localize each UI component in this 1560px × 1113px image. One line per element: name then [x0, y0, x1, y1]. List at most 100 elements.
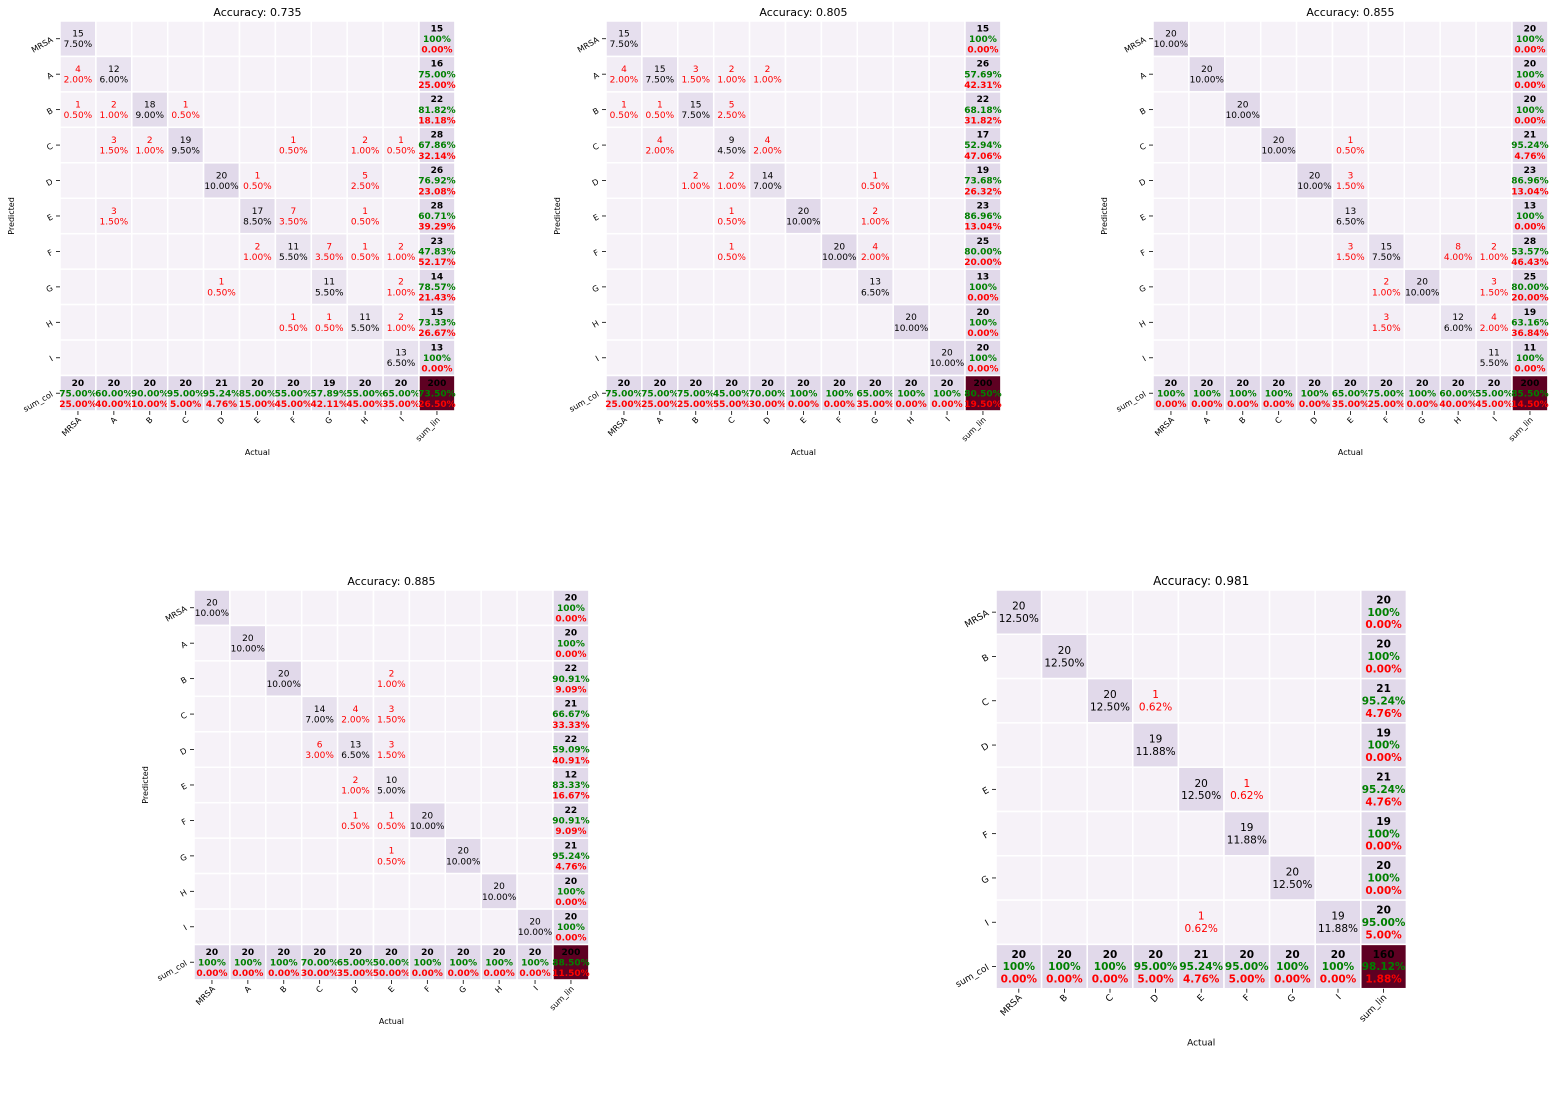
heatmap-cell: [1439, 55, 1477, 93]
cell-label: 13: [1345, 207, 1356, 217]
y-tick-label: sum_col: [22, 390, 55, 414]
heatmap-cell: [444, 872, 482, 910]
heatmap-cell: [1268, 722, 1316, 768]
cell-label: 100%: [969, 35, 997, 45]
cell-label: 100%: [423, 35, 451, 45]
cell-label: 11: [324, 278, 335, 288]
cell-label: 19: [1376, 816, 1391, 828]
cell-label: 20: [1286, 866, 1299, 878]
cell-label: 15: [1381, 242, 1392, 252]
heatmap-cell: [1259, 268, 1298, 306]
heatmap-cell: [784, 55, 823, 93]
heatmap-cell: [274, 126, 313, 164]
cell-label: 0.50%: [377, 857, 406, 867]
cell-label: 0.00%: [1365, 841, 1402, 853]
cell-label: 0.50%: [351, 253, 380, 263]
heatmap-cell: [274, 20, 313, 58]
heatmap-cell: [382, 232, 420, 270]
cell-label: 86.96%: [1511, 177, 1549, 187]
cell-label: 45.00%: [713, 389, 751, 399]
cell-label: 95.00%: [1225, 961, 1269, 973]
cell-label: 23: [1524, 166, 1537, 176]
heatmap-cell: [1403, 126, 1441, 164]
heatmap-cell: [1224, 268, 1262, 306]
cell-label: 20: [457, 948, 470, 958]
heatmap-cell: [784, 126, 823, 164]
x-tick-label: I: [1335, 993, 1344, 1002]
x-tick-label: G: [457, 984, 468, 995]
cell-label: 20: [1308, 379, 1321, 389]
heatmap-cell: [372, 837, 411, 875]
cell-label: 22: [565, 806, 578, 816]
cell-label: 0.00%: [1155, 400, 1186, 410]
cell-label: 0.00%: [1320, 974, 1357, 986]
cell-label: 39.29%: [418, 223, 456, 233]
cell-label: 2: [389, 669, 395, 679]
heatmap-cell: [1367, 374, 1406, 412]
heatmap-cell: [1177, 633, 1225, 680]
cell-label: 10.00%: [446, 857, 481, 867]
y-tick-label: D: [1138, 177, 1148, 188]
heatmap-cell: [444, 801, 482, 839]
heatmap-cell: [605, 55, 643, 93]
heatmap-cell: [166, 339, 205, 377]
heatmap-cell: [1403, 232, 1441, 270]
heatmap-cell: [1086, 899, 1134, 946]
heatmap-cell: [784, 232, 823, 270]
x-axis-label: Actual: [1338, 448, 1363, 457]
cell-label: 2.50%: [351, 182, 380, 192]
cell-label: 45.00%: [1475, 400, 1513, 410]
cell-label: 100%: [449, 958, 477, 968]
heatmap-cell: [1040, 943, 1088, 990]
cell-label: 1.50%: [1372, 324, 1401, 334]
cell-label: 6.00%: [100, 76, 129, 86]
cell-label: 20: [529, 918, 541, 928]
cell-label: 60.71%: [418, 212, 456, 222]
heatmap-cell: [928, 232, 966, 270]
cell-label: 1: [1198, 911, 1205, 923]
cell-label: 0.00%: [1274, 974, 1311, 986]
cell-label: 1.00%: [717, 182, 746, 192]
heatmap-cell: [1367, 162, 1406, 200]
heatmap-cell: [408, 589, 447, 627]
heatmap-cell: [408, 801, 447, 839]
x-tick-label: MRSA: [1153, 415, 1176, 438]
x-tick-label: MRSA: [194, 984, 217, 1007]
heatmap-cell: [131, 339, 169, 377]
cell-label: 3: [1491, 278, 1497, 288]
cell-label: 200: [1521, 379, 1540, 389]
confusion-matrix-panel-4: Accuracy: 0.8852010.00%20100%0.00%2010.0…: [141, 575, 590, 1026]
heatmap-cell: [748, 197, 787, 235]
cell-label: 4.76%: [206, 400, 237, 410]
heatmap-cell: [552, 624, 590, 662]
heatmap-cell: [1314, 589, 1362, 636]
cell-label: 59.09%: [552, 746, 590, 756]
cell-label: 0.50%: [171, 111, 200, 121]
heatmap-cell: [238, 232, 277, 270]
cell-label: 80.50%: [964, 389, 1002, 399]
heatmap-cell: [856, 55, 894, 93]
heatmap-cell: [265, 943, 303, 981]
heatmap-cell: [820, 197, 859, 235]
cell-label: 100%: [1094, 961, 1127, 973]
heatmap-cell: [310, 197, 348, 235]
cell-label: 1.50%: [377, 716, 406, 726]
cell-label: 20: [565, 912, 578, 922]
heatmap-cell: [1259, 303, 1298, 341]
heatmap-cell: [641, 232, 679, 270]
cell-label: 0.00%: [555, 614, 586, 624]
heatmap-cell: [995, 943, 1043, 990]
chart-title: Accuracy: 0.885: [347, 575, 435, 588]
heatmap-cell: [784, 91, 823, 129]
heatmap-cell: [310, 126, 348, 164]
cell-label: 6.50%: [1336, 217, 1365, 227]
heatmap-cell: [1439, 162, 1477, 200]
heatmap-cell: [1367, 55, 1406, 93]
heatmap-cell: [605, 232, 643, 270]
heatmap-cell: [310, 232, 348, 270]
cell-label: 81.82%: [418, 106, 456, 116]
cell-label: 20: [977, 308, 990, 318]
cell-label: 2.00%: [64, 76, 93, 86]
cell-label: 20: [1239, 949, 1254, 961]
heatmap-cell: [408, 695, 447, 733]
